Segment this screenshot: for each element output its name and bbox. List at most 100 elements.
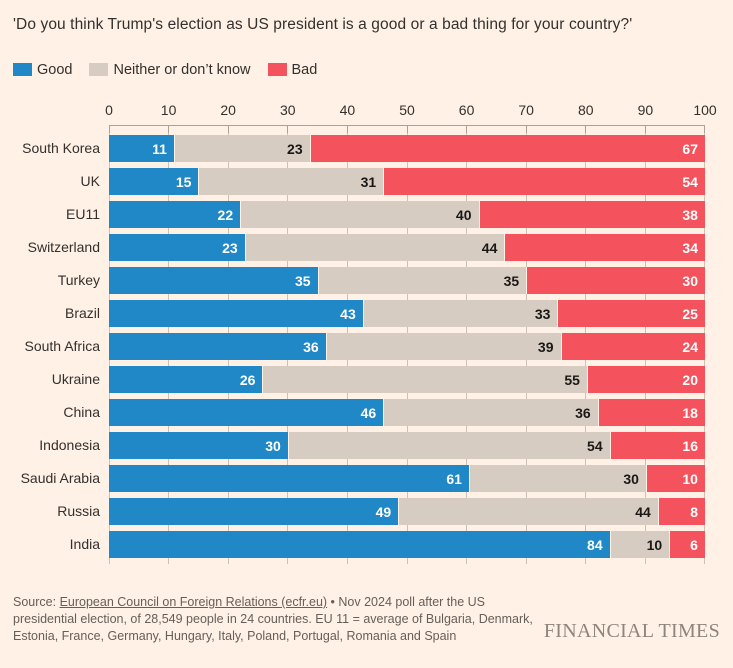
chart-row-russia: 49 44 8: [109, 498, 705, 525]
x-tick-label: 90: [637, 102, 654, 118]
category-labels: South Korea UK EU11 Switzerland Turkey Brazil…: [13, 125, 109, 564]
bar-value-label: 35: [295, 272, 311, 289]
chart-body: South Korea UK EU11 Switzerland Turkey Brazil…: [13, 125, 705, 564]
bar-segment-neither-or-don-t-know: 39: [325, 333, 561, 360]
bar-segment-bad: 8: [657, 498, 705, 525]
bar-value-label: 31: [360, 173, 377, 190]
bar-value-label: 30: [623, 470, 639, 487]
bar-value-label: 30: [265, 437, 281, 454]
source-rest: • Nov 2024 poll after the US presidentia…: [13, 595, 533, 643]
x-axis-tick: [466, 126, 468, 133]
bar-value-label: 49: [375, 503, 392, 520]
bar-value-label: 22: [217, 206, 234, 223]
chart-row-china: 46 36 18: [109, 399, 705, 426]
row-label-brazil: Brazil: [64, 305, 100, 321]
row-label-uk: UK: [80, 173, 100, 189]
x-axis-tick: [227, 126, 229, 133]
bar-value-label: 44: [635, 503, 651, 520]
legend-swatch-bad: [267, 63, 287, 76]
legend: Good Neither or don’t know Bad: [13, 61, 720, 78]
bar-value-label: 40: [455, 206, 472, 223]
bar-segment-good: 23: [109, 234, 245, 261]
source-note: Source: European Council on Foreign Rela…: [13, 594, 544, 645]
row-label-indonesia: Indonesia: [39, 437, 100, 453]
bar-segment-good: 61: [109, 465, 469, 492]
bar-value-label: 18: [682, 404, 698, 421]
x-axis-tick: [346, 126, 348, 133]
chart-row-india: 84 10 6: [109, 531, 705, 558]
row-label-ukraine: Ukraine: [51, 371, 100, 387]
bar-value-label: 25: [682, 305, 698, 322]
chart-rows: 11 23 67 15 31 54 22 40 38 23 44 34 35 35 30 43 33 25 36 39…: [109, 135, 705, 558]
bar-segment-good: 26: [109, 366, 263, 393]
bar-segment-bad: 20: [586, 366, 705, 393]
bar-segment-bad: 38: [478, 201, 705, 228]
row-label-eu11: EU11: [66, 206, 100, 222]
bar-value-label: 26: [239, 371, 256, 388]
ft-logo: FINANCIAL TIMES: [543, 620, 720, 642]
bar-segment-good: 22: [109, 201, 241, 228]
bar-segment-neither-or-don-t-know: 44: [244, 234, 505, 261]
chart-row-brazil: 43 33 25: [109, 300, 705, 327]
bar-segment-good: 11: [109, 135, 174, 162]
bar-segment-bad: 67: [309, 135, 705, 162]
chart-area: 0 10 20 30 40 50 60 70 80 90 100 South Korea UK EU11…: [13, 102, 720, 564]
x-axis-tick: [585, 126, 587, 133]
bar-segment-neither-or-don-t-know: 55: [262, 366, 587, 393]
legend-swatch-neither-or-don-t-know: [89, 63, 109, 76]
bar-segment-neither-or-don-t-know: 33: [362, 300, 558, 327]
bar-segment-bad: 24: [560, 333, 705, 360]
x-tick-label: 70: [518, 102, 534, 118]
bar-value-label: 55: [564, 371, 580, 388]
legend-label: Neither or don’t know: [113, 61, 251, 78]
bar-segment-good: 43: [109, 300, 363, 327]
x-tick-label: 80: [578, 102, 594, 118]
bar-value-label: 67: [682, 140, 698, 157]
footer: Source: European Council on Foreign Rela…: [13, 594, 720, 645]
chart-row-saudi-arabia: 61 30 10: [109, 465, 705, 492]
bar-segment-bad: 6: [669, 531, 705, 558]
legend-label: Bad: [291, 61, 318, 78]
row-label-south-africa: South Africa: [24, 338, 101, 354]
legend-item-neither-or-don-t-know: Neither or don’t know: [89, 61, 251, 78]
bar-segment-neither-or-don-t-know: 31: [198, 168, 384, 195]
x-tick-label: 60: [458, 102, 475, 118]
chart-row-ukraine: 26 55 20: [109, 366, 705, 393]
bar-segment-good: 36: [109, 333, 326, 360]
row-label-south-korea: South Korea: [22, 140, 100, 156]
bar-segment-good: 49: [109, 498, 399, 525]
x-axis-tick: [525, 126, 527, 133]
bar-segment-bad: 16: [609, 432, 705, 459]
x-axis-tick: [168, 126, 170, 133]
x-axis-tick: [109, 126, 110, 133]
legend-label: Good: [37, 61, 73, 78]
bar-value-label: 16: [682, 437, 698, 454]
x-tick-label: 20: [220, 102, 236, 118]
source-prefix: Source:: [13, 595, 60, 609]
bar-segment-bad: 54: [383, 168, 705, 195]
bar-value-label: 23: [287, 140, 303, 157]
x-axis-tick: [704, 126, 705, 133]
bar-value-label: 44: [481, 239, 498, 256]
bar-value-label: 36: [575, 404, 591, 421]
bar-value-label: 15: [175, 173, 192, 190]
bar-segment-neither-or-don-t-know: 54: [287, 432, 610, 459]
bar-value-label: 20: [682, 371, 698, 388]
bar-value-label: 36: [303, 338, 319, 355]
plot-area: 11 23 67 15 31 54 22 40 38 23 44 34 35 35 30 43 33 25 36 39…: [109, 125, 705, 564]
source-link[interactable]: European Council on Foreign Relations (e…: [59, 595, 328, 609]
x-tick-label: 100: [693, 102, 717, 118]
x-tick-label: 40: [339, 102, 356, 118]
x-tick-label: 0: [105, 102, 113, 118]
bar-value-label: 35: [503, 272, 520, 289]
bar-segment-good: 35: [109, 267, 318, 294]
bar-value-label: 30: [682, 272, 698, 289]
bar-value-label: 23: [222, 239, 238, 256]
bar-segment-neither-or-don-t-know: 30: [468, 465, 646, 492]
bar-segment-neither-or-don-t-know: 35: [317, 267, 527, 294]
bar-value-label: 6: [690, 536, 698, 553]
bar-segment-neither-or-don-t-know: 10: [609, 531, 670, 558]
row-label-india: India: [69, 536, 100, 552]
row-label-switzerland: Switzerland: [27, 239, 100, 255]
